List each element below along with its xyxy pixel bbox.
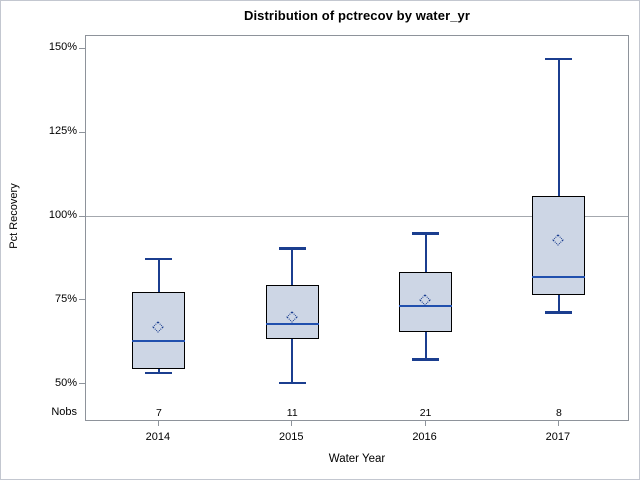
y-tick-mark [79,383,85,385]
chart-title: Distribution of pctrecov by water_yr [243,8,471,23]
upper-whisker-line [157,258,160,293]
x-tick-mark [424,421,426,426]
x-category-label: 2014 [145,431,171,443]
y-tick-mark [79,131,85,133]
median-line [132,339,186,342]
x-tick-mark [557,421,559,426]
lower-whisker-cap [278,381,306,385]
upper-whisker-line [291,248,294,286]
x-axis-title: Water Year [328,453,386,465]
median-line [399,304,453,307]
y-tick-mark [79,215,85,217]
x-tick-mark [157,421,159,426]
y-tick-label: 100% [48,209,77,222]
lower-whisker-cap [545,311,573,314]
nobs-value: 7 [155,407,162,419]
lower-whisker-line [157,369,160,373]
iqr-box [265,285,319,340]
upper-whisker-cap [278,247,306,250]
x-category-label: 2015 [278,431,304,443]
upper-whisker-cap [412,232,440,235]
nobs-row-label: Nobs [51,406,77,418]
x-tick-mark [291,421,293,426]
lower-whisker-cap [145,371,173,375]
y-tick-label: 125% [48,125,77,138]
median-line [532,275,586,278]
x-category-label: 2017 [545,431,571,443]
y-tick-label: 50% [54,376,77,389]
upper-whisker-cap [145,257,173,261]
reference-line-100pct [86,216,628,218]
iqr-box [532,196,586,296]
nobs-value: 8 [555,407,562,419]
nobs-value: 21 [419,407,432,419]
iqr-box [132,292,186,370]
iqr-box [399,271,453,333]
y-tick-mark [79,299,85,301]
lower-whisker-line [424,332,427,360]
lower-whisker-cap [412,358,440,361]
upper-whisker-line [557,58,560,197]
y-tick-label: 75% [54,292,77,305]
y-tick-label: 150% [48,41,77,54]
y-tick-mark [79,47,85,49]
lower-whisker-line [557,295,560,313]
x-category-label: 2016 [412,431,437,443]
plot-area: 7 11 21 8 [85,35,629,421]
upper-whisker-cap [545,57,573,61]
median-line [265,322,319,325]
upper-whisker-line [424,233,427,272]
lower-whisker-line [291,339,294,383]
nobs-value: 11 [286,407,298,419]
